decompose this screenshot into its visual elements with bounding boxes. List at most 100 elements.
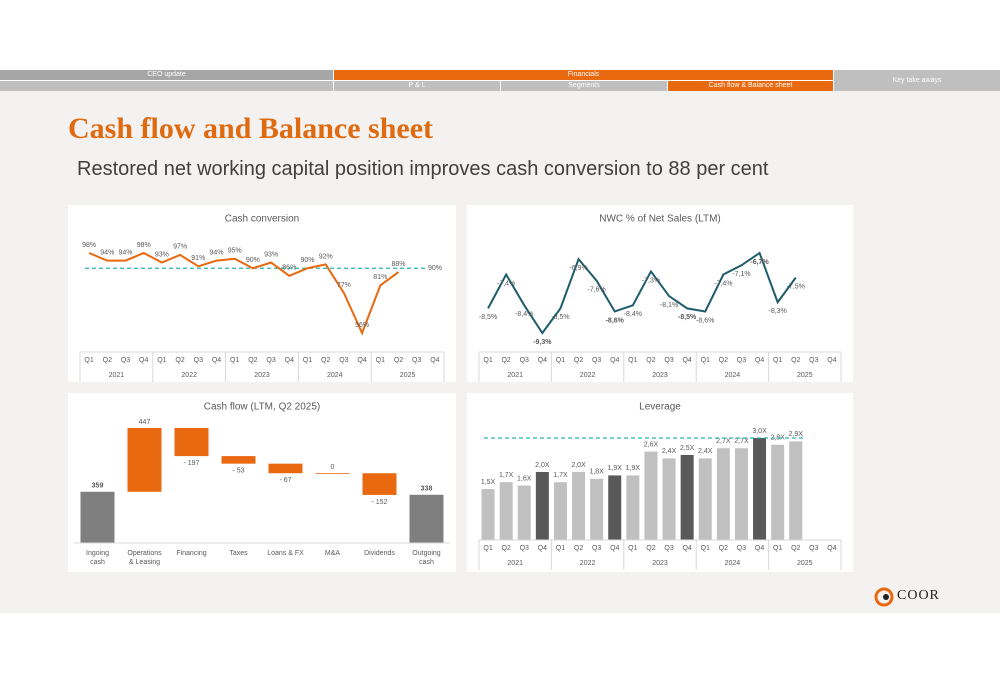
bar [481,489,495,540]
x-tick-label: Q2 [791,357,800,364]
x-tick-label: Q3 [520,357,529,364]
target-label: 90% [428,265,442,272]
line [487,251,797,335]
data-label: -8,5% [479,314,497,321]
x-tick-label: Q4 [357,357,366,364]
year-label: 2024 [725,560,741,567]
x-tick-label: Financing [176,550,206,557]
chart: Cash flow (LTM, Q2 2025) 359 Ingoing cash 44… [74,402,450,566]
x-tick-label: Q4 [610,545,619,552]
bar [127,428,162,492]
x-tick-label: M&A [325,550,341,557]
year-label: 2021 [109,372,125,379]
x-tick-label: Q3 [737,357,746,364]
data-label: - 53 [232,468,244,475]
chart-title: Cash flow (LTM, Q2 2025) [204,402,321,413]
data-label: -7,1% [732,271,750,278]
data-label: - 197 [184,460,200,467]
panel: Cash conversion 90% 98% 94% 94% 98% 93% 97% 91% 9… [68,205,456,382]
x-tick-label: Q3 [664,545,673,552]
data-label: -8,6% [696,317,714,324]
data-label: 2,5X [680,445,695,452]
nav-tab[interactable]: Key take aways [834,70,1000,91]
x-tick-label: Q4 [285,357,294,364]
bar [789,441,803,540]
x-tick-label: Q1 [157,357,166,364]
data-label: - 152 [372,499,388,506]
data-label: 2,8X [770,435,785,442]
x-tick-label: Q1 [376,357,385,364]
nav-tab[interactable]: Financials [334,70,833,80]
x-tick-label: Q4 [827,357,836,364]
data-label: -8,4% [624,311,642,318]
x-tick-label: Q3 [412,357,421,364]
data-label: 0 [331,464,335,471]
x-tick-label: Operations & Leasing [127,550,162,566]
x-tick-label: Q1 [84,357,93,364]
nav-subtab[interactable]: Cash flow & Balance sheet [668,81,833,91]
data-label: 1,7X [499,472,514,479]
data-label: 2,7X [716,438,731,445]
data-label: 98% [82,242,96,249]
data-label: 56% [355,322,369,329]
x-tick-label: Q1 [483,545,492,552]
x-tick-label: Q3 [809,357,818,364]
x-tick-label: Q3 [809,545,818,552]
data-label: -8,1% [660,302,678,309]
data-label: 2,4X [698,448,713,455]
year-label: 2022 [580,372,596,379]
x-tick-label: Loans & FX [267,550,304,557]
nav-tab[interactable]: CEO update [0,70,333,80]
subtitle: Restored net working capital position im… [77,158,769,180]
data-label: 91% [191,255,205,262]
x-tick-label: Q2 [719,545,728,552]
bar [662,458,676,540]
x-tick-label: Q1 [773,545,782,552]
year-label: 2024 [725,372,741,379]
data-label: 2,9X [789,431,804,438]
title: Cash flow and Balance sheet [68,112,434,145]
data-label: 2,7X [734,438,749,445]
data-label: 98% [137,242,151,249]
bar [362,473,397,495]
data-label: - 67 [279,477,291,484]
x-tick-label: Q2 [103,357,112,364]
data-label: 338 [421,486,433,493]
x-tick-label: Q3 [664,357,673,364]
x-tick-label: Q1 [556,545,565,552]
x-tick-label: Q1 [773,357,782,364]
data-label: -9,3% [533,339,552,346]
x-tick-label: Q1 [230,357,239,364]
x-tick-label: Q1 [628,357,637,364]
x-tick-label: Q4 [827,545,836,552]
bar [174,428,209,457]
x-tick-label: Q2 [574,357,583,364]
x-tick-label: Dividends [364,550,395,557]
panel: Leverage 1,5X 1,7X 1,6X 2,0X 1,7X 2,0X 1,8X 1,9X… [467,393,853,572]
x-tick-label: Q4 [538,545,547,552]
year-label: 2025 [797,560,813,567]
x-tick-label: Q4 [430,357,439,364]
x-tick-label: Q2 [646,545,655,552]
nav-spacer [0,81,333,91]
data-label: 2,6X [644,441,659,448]
x-tick-label: Q3 [339,357,348,364]
x-tick-label: Q3 [592,545,601,552]
chart-title: Leverage [639,402,681,413]
nav-subtab[interactable]: Segments [501,81,667,91]
data-label: -8,3% [769,308,787,315]
data-label: 88% [391,261,405,268]
bar [517,485,531,540]
data-label: 1,5X [481,479,496,486]
year-label: 2022 [181,372,197,379]
nav-subtab[interactable]: P & L [334,81,500,91]
bar [590,478,604,540]
x-tick-label: Q1 [701,357,710,364]
bar [80,491,115,543]
x-tick-label: Q3 [194,357,203,364]
bar [680,455,694,540]
data-label: -8,5% [678,314,697,321]
chart-title: NWC % of Net Sales (LTM) [599,214,721,225]
data-label: -7,4% [497,280,515,287]
